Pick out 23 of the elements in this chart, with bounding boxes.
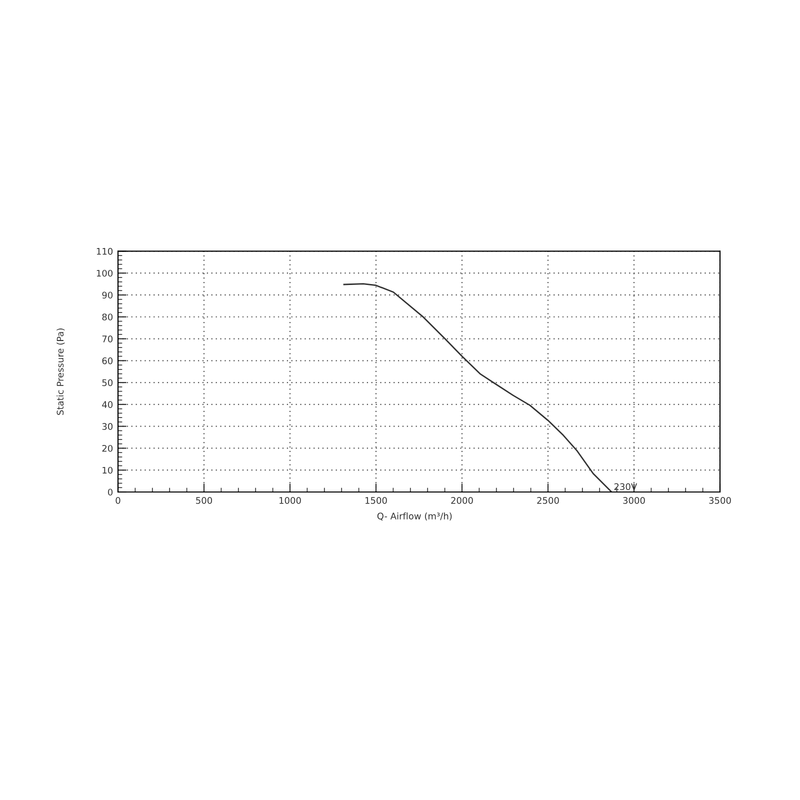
y-tick-label: 100 [96, 270, 113, 277]
x-tick-label: 500 [196, 497, 212, 504]
y-tick-label: 90 [102, 292, 113, 299]
y-tick-label: 40 [102, 401, 113, 408]
line-series [343, 283, 612, 492]
y-tick-label: 60 [102, 357, 113, 364]
y-tick-label: 80 [102, 314, 113, 320]
y-tick-label: 110 [96, 248, 113, 255]
y-tick-label: 10 [102, 466, 113, 474]
x-tick-label: 1000 [280, 497, 301, 504]
y-axis-title: Static Pressure (Pa) [56, 328, 65, 415]
y-tick-label: 50 [102, 379, 113, 386]
x-tick-label: 3000 [623, 497, 645, 504]
x-tick-label: 3500 [709, 497, 731, 504]
y-tick-label: 20 [102, 444, 113, 452]
x-tick-label: 2000 [451, 497, 473, 504]
x-tick-label: 1500 [366, 497, 387, 504]
y-tick-label: 30 [102, 423, 113, 430]
y-tick-label: 0 [108, 488, 113, 496]
y-tick-label: 70 [102, 335, 113, 342]
x-axis-title: Q- Airflow (m³/h) [377, 512, 452, 521]
x-tick-label: 2500 [537, 497, 559, 504]
x-tick-label: 0 [116, 497, 120, 504]
